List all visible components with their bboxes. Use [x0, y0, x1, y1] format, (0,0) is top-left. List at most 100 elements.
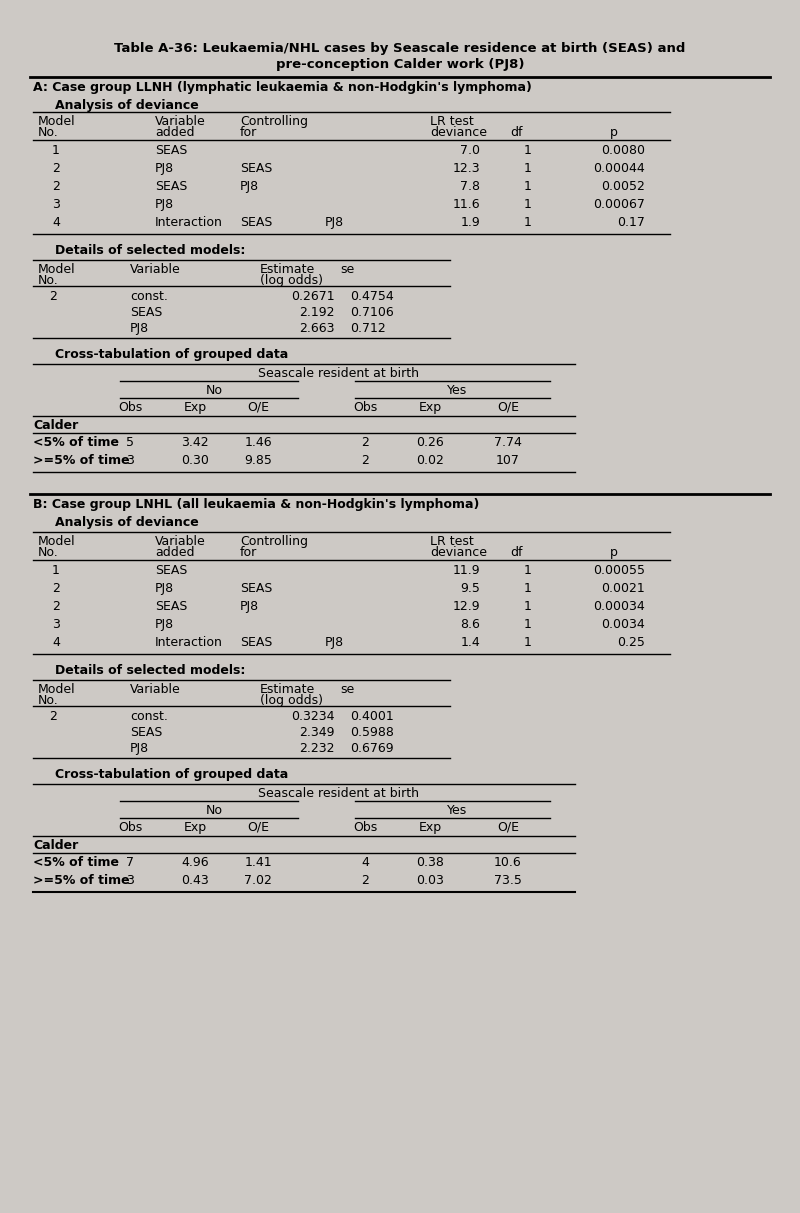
Text: 3: 3: [52, 617, 60, 631]
Text: 0.5988: 0.5988: [350, 727, 394, 739]
Text: 2: 2: [49, 710, 57, 723]
Text: 0.6769: 0.6769: [350, 742, 394, 754]
Text: <5% of time: <5% of time: [33, 856, 119, 869]
Text: Controlling: Controlling: [240, 535, 308, 548]
Text: 0.38: 0.38: [416, 856, 444, 869]
Text: 0.3234: 0.3234: [291, 710, 335, 723]
Text: Model: Model: [38, 263, 76, 277]
Text: 4.96: 4.96: [181, 856, 209, 869]
Text: PJ8: PJ8: [325, 636, 344, 649]
Text: 12.3: 12.3: [452, 163, 480, 175]
Text: 0.712: 0.712: [350, 321, 386, 335]
Text: 1: 1: [524, 636, 532, 649]
Text: Yes: Yes: [447, 804, 468, 818]
Text: 4: 4: [52, 216, 60, 229]
Text: No.: No.: [38, 694, 58, 707]
Text: 4: 4: [52, 636, 60, 649]
Text: deviance: deviance: [430, 126, 487, 139]
Text: PJ8: PJ8: [155, 198, 174, 211]
Text: Estimate: Estimate: [260, 683, 315, 696]
Text: 0.26: 0.26: [416, 435, 444, 449]
Text: 1: 1: [524, 600, 532, 613]
Text: 7.8: 7.8: [460, 180, 480, 193]
Text: se: se: [340, 263, 354, 277]
Text: 0.30: 0.30: [181, 454, 209, 467]
Text: 0.7106: 0.7106: [350, 306, 394, 319]
Text: Variable: Variable: [130, 683, 181, 696]
Text: 2: 2: [361, 454, 369, 467]
Text: 7: 7: [126, 856, 134, 869]
Text: 2: 2: [52, 180, 60, 193]
Text: 9.5: 9.5: [460, 582, 480, 596]
Text: p: p: [610, 126, 618, 139]
Text: added: added: [155, 126, 194, 139]
Text: 0.17: 0.17: [617, 216, 645, 229]
Text: 3: 3: [126, 875, 134, 887]
Text: B: Case group LNHL (all leukaemia & non-Hodgkin's lymphoma): B: Case group LNHL (all leukaemia & non-…: [33, 499, 479, 511]
Text: 0.2671: 0.2671: [291, 290, 335, 303]
Text: 3: 3: [126, 454, 134, 467]
Text: 0.0080: 0.0080: [601, 144, 645, 156]
Text: No.: No.: [38, 274, 58, 287]
Text: SEAS: SEAS: [130, 306, 162, 319]
Text: 1.4: 1.4: [460, 636, 480, 649]
Text: 0.00034: 0.00034: [594, 600, 645, 613]
Text: 9.85: 9.85: [244, 454, 272, 467]
Text: 0.03: 0.03: [416, 875, 444, 887]
Text: Cross-tabulation of grouped data: Cross-tabulation of grouped data: [55, 768, 288, 781]
Text: 7.0: 7.0: [460, 144, 480, 156]
Text: 1: 1: [524, 180, 532, 193]
Text: Exp: Exp: [183, 402, 206, 414]
Text: 0.4754: 0.4754: [350, 290, 394, 303]
Text: 1: 1: [52, 144, 60, 156]
Text: SEAS: SEAS: [155, 144, 187, 156]
Text: SEAS: SEAS: [240, 163, 272, 175]
Text: se: se: [340, 683, 354, 696]
Text: Estimate: Estimate: [260, 263, 315, 277]
Text: Model: Model: [38, 535, 76, 548]
Text: Exp: Exp: [183, 821, 206, 835]
Text: for: for: [240, 126, 258, 139]
Text: 2: 2: [52, 163, 60, 175]
Text: 3: 3: [52, 198, 60, 211]
Text: A: Case group LLNH (lymphatic leukaemia & non-Hodgkin's lymphoma): A: Case group LLNH (lymphatic leukaemia …: [33, 81, 532, 93]
Text: 0.02: 0.02: [416, 454, 444, 467]
Text: p: p: [610, 546, 618, 559]
Text: Analysis of deviance: Analysis of deviance: [55, 99, 198, 112]
Text: SEAS: SEAS: [155, 564, 187, 577]
Text: Analysis of deviance: Analysis of deviance: [55, 516, 198, 529]
Text: SEAS: SEAS: [155, 180, 187, 193]
Text: O/E: O/E: [247, 402, 269, 414]
Text: 1: 1: [524, 216, 532, 229]
Text: Obs: Obs: [118, 402, 142, 414]
Text: Model: Model: [38, 683, 76, 696]
Text: SEAS: SEAS: [240, 582, 272, 596]
Text: Seascale resident at birth: Seascale resident at birth: [258, 368, 419, 380]
Text: 0.00067: 0.00067: [593, 198, 645, 211]
Text: Obs: Obs: [118, 821, 142, 835]
Text: 1: 1: [524, 582, 532, 596]
Text: Variable: Variable: [155, 115, 206, 129]
Text: 0.25: 0.25: [617, 636, 645, 649]
Text: added: added: [155, 546, 194, 559]
Text: PJ8: PJ8: [130, 742, 149, 754]
Text: Variable: Variable: [155, 535, 206, 548]
Text: deviance: deviance: [430, 546, 487, 559]
Text: LR test: LR test: [430, 535, 474, 548]
Text: PJ8: PJ8: [240, 600, 259, 613]
Text: Controlling: Controlling: [240, 115, 308, 129]
Text: Yes: Yes: [447, 385, 468, 397]
Text: 107: 107: [496, 454, 520, 467]
Text: 1: 1: [524, 617, 532, 631]
Text: 0.43: 0.43: [181, 875, 209, 887]
Text: No: No: [206, 804, 222, 818]
Text: const.: const.: [130, 290, 168, 303]
Text: SEAS: SEAS: [155, 600, 187, 613]
Text: 11.6: 11.6: [452, 198, 480, 211]
Text: SEAS: SEAS: [240, 216, 272, 229]
Text: 2.663: 2.663: [299, 321, 335, 335]
Text: 0.0034: 0.0034: [602, 617, 645, 631]
Text: Interaction: Interaction: [155, 216, 223, 229]
Text: 0.0021: 0.0021: [602, 582, 645, 596]
Text: <5% of time: <5% of time: [33, 435, 119, 449]
